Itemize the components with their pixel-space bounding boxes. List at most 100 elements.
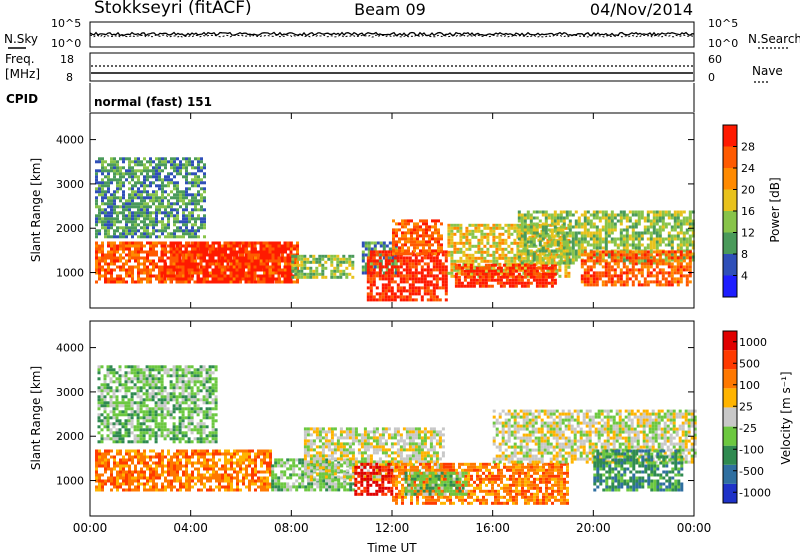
power-cell: [538, 210, 542, 214]
power-cell: [140, 181, 143, 185]
velocity-cell: [95, 470, 98, 474]
power-cell: [315, 275, 319, 279]
velocity-cell: [134, 479, 137, 483]
power-cell: [478, 281, 482, 285]
power-cell: [411, 259, 415, 263]
power-cell: [462, 241, 466, 245]
velocity-cell: [209, 485, 212, 489]
power-cell: [595, 210, 599, 214]
power-cell: [670, 225, 674, 229]
velocity-cell: [140, 482, 143, 486]
power-cell: [502, 284, 506, 288]
power-cell: [610, 219, 614, 223]
power-cell: [293, 247, 296, 251]
power-cell: [422, 231, 425, 235]
power-cell: [134, 220, 137, 224]
power-cell: [283, 277, 287, 281]
power-cell: [432, 277, 436, 281]
power-cell: [447, 250, 451, 254]
power-cell: [262, 241, 266, 245]
power-cell: [562, 261, 566, 265]
power-cell: [538, 237, 542, 241]
power-cell: [303, 263, 307, 267]
power-cell: [529, 231, 533, 235]
power-cell: [158, 277, 161, 281]
velocity-cell: [140, 467, 143, 471]
power-cell: [505, 266, 509, 270]
power-cell: [507, 259, 511, 263]
power-cell: [422, 219, 425, 223]
power-cell: [544, 225, 548, 229]
power-cell: [568, 210, 572, 214]
power-cell: [119, 256, 122, 260]
power-cell: [559, 213, 563, 217]
power-cell: [438, 286, 442, 290]
power-cell: [193, 271, 197, 275]
velocity-cell: [110, 470, 113, 474]
power-cell: [432, 292, 436, 296]
power-cell: [508, 278, 512, 282]
power-cell: [125, 214, 128, 218]
power-cell: [634, 249, 638, 253]
power-cell: [529, 225, 533, 229]
power-cell: [544, 281, 548, 285]
power-cell: [200, 208, 203, 212]
power-cell: [673, 256, 677, 260]
power-cell: [399, 274, 403, 278]
velocity-cell: [134, 464, 137, 468]
velocity-cell: [209, 467, 212, 471]
power-cell: [679, 271, 683, 275]
power-cell: [364, 253, 368, 257]
power-cell: [565, 234, 569, 238]
velocity-cell: [107, 464, 110, 468]
power-cell: [137, 274, 140, 278]
power-cell: [465, 235, 469, 239]
power-cell: [196, 244, 200, 248]
velocity-cell: [248, 452, 251, 456]
power-cell: [652, 222, 656, 226]
power-cell: [250, 259, 254, 263]
velocity-cell: [191, 470, 194, 474]
power-cell: [562, 249, 566, 253]
power-cell: [387, 280, 391, 284]
power-cell: [432, 286, 436, 290]
power-cell: [450, 262, 454, 266]
power-cell: [637, 280, 641, 284]
velocity-cell: [185, 485, 188, 489]
power-cell: [134, 241, 137, 245]
power-cell: [664, 225, 668, 229]
power-cell: [194, 166, 197, 170]
power-cell: [407, 246, 410, 250]
power-cell: [277, 280, 281, 284]
power-cell: [667, 243, 671, 247]
power-cell: [513, 223, 517, 227]
power-cell: [220, 262, 224, 266]
power-cell: [574, 249, 578, 253]
power-cell: [143, 175, 146, 179]
velocity-cell: [191, 485, 194, 489]
power-cell: [128, 208, 131, 212]
power-cell: [462, 253, 466, 257]
power-cell: [107, 181, 110, 185]
power-cell: [104, 232, 107, 236]
velocity-cell: [206, 449, 209, 453]
power-cell: [532, 240, 536, 244]
power-cell: [523, 246, 527, 250]
power-cell: [158, 187, 161, 191]
power-cell: [431, 234, 434, 238]
power-cell: [384, 283, 388, 287]
power-cell: [179, 244, 182, 248]
power-cell: [116, 226, 119, 230]
power-cell: [291, 260, 295, 264]
power-cell: [504, 256, 508, 260]
velocity-cell: [161, 482, 164, 486]
power-cell: [592, 255, 596, 259]
power-cell: [271, 250, 275, 254]
power-cell: [175, 241, 179, 245]
power-cell: [425, 243, 428, 247]
power-cell: [250, 253, 254, 257]
power-cell: [158, 259, 161, 263]
power-cell: [407, 240, 410, 244]
power-cell: [562, 255, 566, 259]
power-cell: [616, 243, 620, 247]
